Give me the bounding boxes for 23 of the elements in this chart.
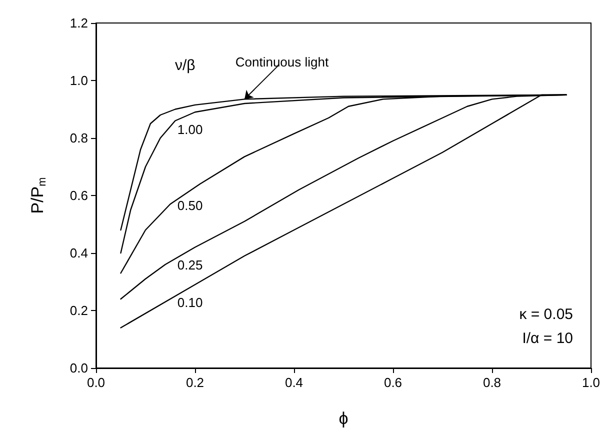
x-tick-label: 0.6 (384, 375, 402, 390)
x-tick-label: 1.0 (582, 375, 600, 390)
y-tick-label: 1.2 (70, 16, 88, 30)
y-axis-title: P/Pm (28, 177, 48, 214)
x-tick-label: 0.8 (482, 375, 502, 390)
y-tick-label: 0.8 (70, 130, 88, 146)
y-tick-label: 1.0 (70, 73, 88, 88)
series-label: 0.25 (177, 258, 203, 273)
x-axis-title: ϕ (338, 409, 348, 428)
annotation: I/α = 10 (522, 330, 574, 347)
series-label: 0.10 (177, 295, 203, 310)
series-label: 1.00 (177, 122, 203, 137)
x-tick-label: 0.2 (186, 375, 204, 390)
annotation: κ = 0.05 (519, 306, 574, 323)
series-label: 0.50 (177, 198, 203, 214)
y-tick-label: 0.4 (70, 246, 88, 260)
x-tick-label: 0.0 (86, 375, 106, 390)
y-tick-label: 0.0 (70, 360, 88, 376)
x-tick-label: 0.4 (284, 375, 304, 390)
y-tick-label: 0.6 (70, 188, 88, 203)
text: Continuous light (235, 54, 329, 70)
y-tick-label: 0.2 (70, 303, 88, 318)
annotation: ν/β (175, 57, 196, 74)
